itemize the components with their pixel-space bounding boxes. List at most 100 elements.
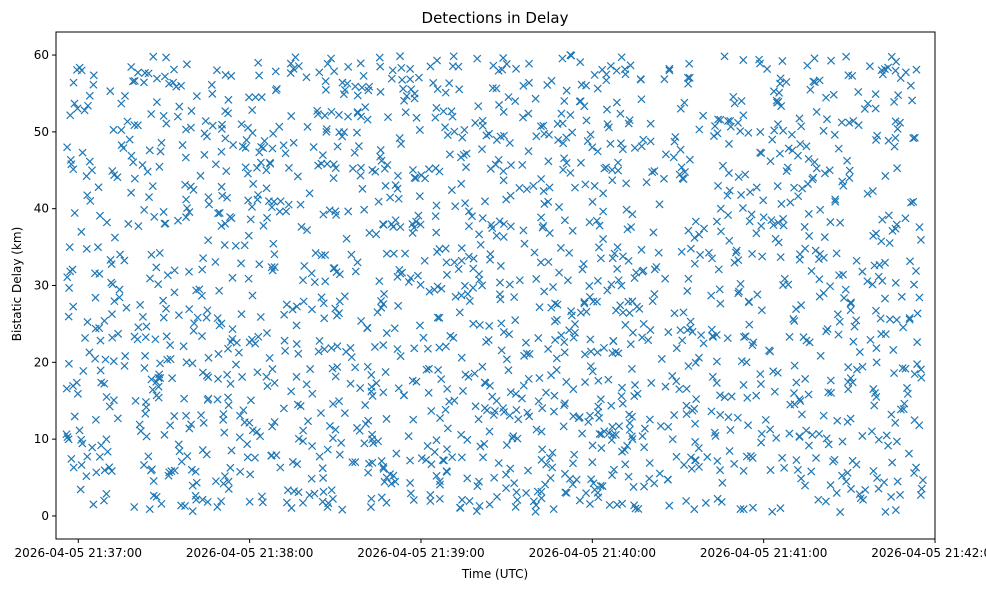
data-point [812, 453, 821, 463]
data-point [151, 335, 160, 344]
data-point [544, 344, 553, 354]
data-point [439, 107, 448, 116]
data-point [383, 113, 393, 122]
data-point [250, 453, 259, 462]
data-point [454, 265, 463, 274]
data-point [618, 145, 627, 154]
data-point [123, 117, 132, 126]
data-point [497, 319, 506, 328]
data-point [850, 322, 859, 331]
data-point [445, 150, 454, 159]
data-point [701, 498, 710, 507]
data-point [461, 199, 470, 208]
data-point [457, 453, 466, 462]
data-point [229, 140, 238, 149]
data-point [628, 328, 637, 337]
data-point [849, 337, 858, 346]
data-point [515, 183, 524, 192]
data-point [550, 317, 559, 326]
data-point [885, 238, 894, 248]
data-point [544, 197, 553, 206]
data-point [113, 414, 122, 423]
data-point [775, 88, 784, 97]
data-point [574, 414, 583, 423]
data-point [174, 311, 183, 320]
data-point [550, 391, 559, 400]
data-point [910, 469, 919, 478]
data-point [268, 365, 277, 374]
data-point [182, 213, 191, 222]
data-point [180, 394, 189, 403]
data-point [502, 470, 511, 479]
data-point [381, 181, 390, 190]
data-point [676, 326, 685, 335]
data-point [157, 138, 166, 147]
data-point [588, 441, 597, 450]
data-point [846, 299, 855, 308]
data-point [207, 80, 216, 89]
data-point [320, 111, 329, 120]
data-point [467, 212, 477, 221]
data-point [100, 316, 109, 325]
data-point [670, 309, 679, 318]
data-point [896, 490, 905, 499]
data-point [266, 159, 275, 168]
data-point [910, 416, 919, 425]
data-point [824, 388, 833, 397]
x-axis-label: Time (UTC) [461, 567, 528, 581]
data-point [406, 478, 415, 487]
data-point [773, 368, 782, 377]
data-point [130, 332, 139, 341]
data-point [145, 146, 154, 155]
data-point [192, 495, 201, 504]
data-point [537, 494, 546, 503]
data-point [217, 182, 226, 191]
data-point [616, 109, 625, 118]
data-point [606, 139, 615, 148]
data-point [178, 141, 187, 150]
data-point [824, 440, 833, 449]
data-point [68, 381, 78, 390]
data-point [75, 63, 84, 72]
data-point [465, 297, 474, 306]
data-point [499, 328, 508, 337]
data-point [70, 99, 79, 108]
data-point [297, 222, 306, 231]
data-point [529, 497, 538, 506]
data-point [863, 99, 872, 108]
data-point [822, 434, 831, 443]
data-point [594, 493, 603, 502]
data-point [240, 241, 249, 250]
data-point [798, 184, 807, 193]
data-point [576, 97, 585, 106]
data-point [244, 196, 253, 205]
data-point [819, 411, 828, 420]
data-point [836, 218, 845, 227]
data-point [204, 353, 213, 362]
data-point [779, 221, 788, 230]
data-point [203, 306, 212, 315]
data-point [797, 410, 806, 419]
data-point [549, 407, 558, 416]
data-point [609, 336, 618, 345]
data-point [350, 148, 359, 157]
data-point [455, 503, 464, 512]
data-point [328, 434, 337, 443]
data-point [188, 507, 197, 516]
data-point [502, 355, 511, 364]
data-point [525, 350, 534, 359]
data-point [835, 317, 844, 326]
data-point [195, 285, 204, 294]
data-point [737, 190, 746, 199]
data-point [597, 444, 606, 453]
data-point [437, 375, 446, 384]
data-point [515, 276, 524, 285]
data-point [593, 147, 602, 156]
data-point [827, 388, 836, 397]
data-point [786, 198, 795, 207]
data-point [613, 243, 622, 252]
data-point [335, 450, 344, 459]
data-point [642, 178, 651, 187]
data-point [537, 174, 546, 184]
data-point [159, 313, 168, 322]
